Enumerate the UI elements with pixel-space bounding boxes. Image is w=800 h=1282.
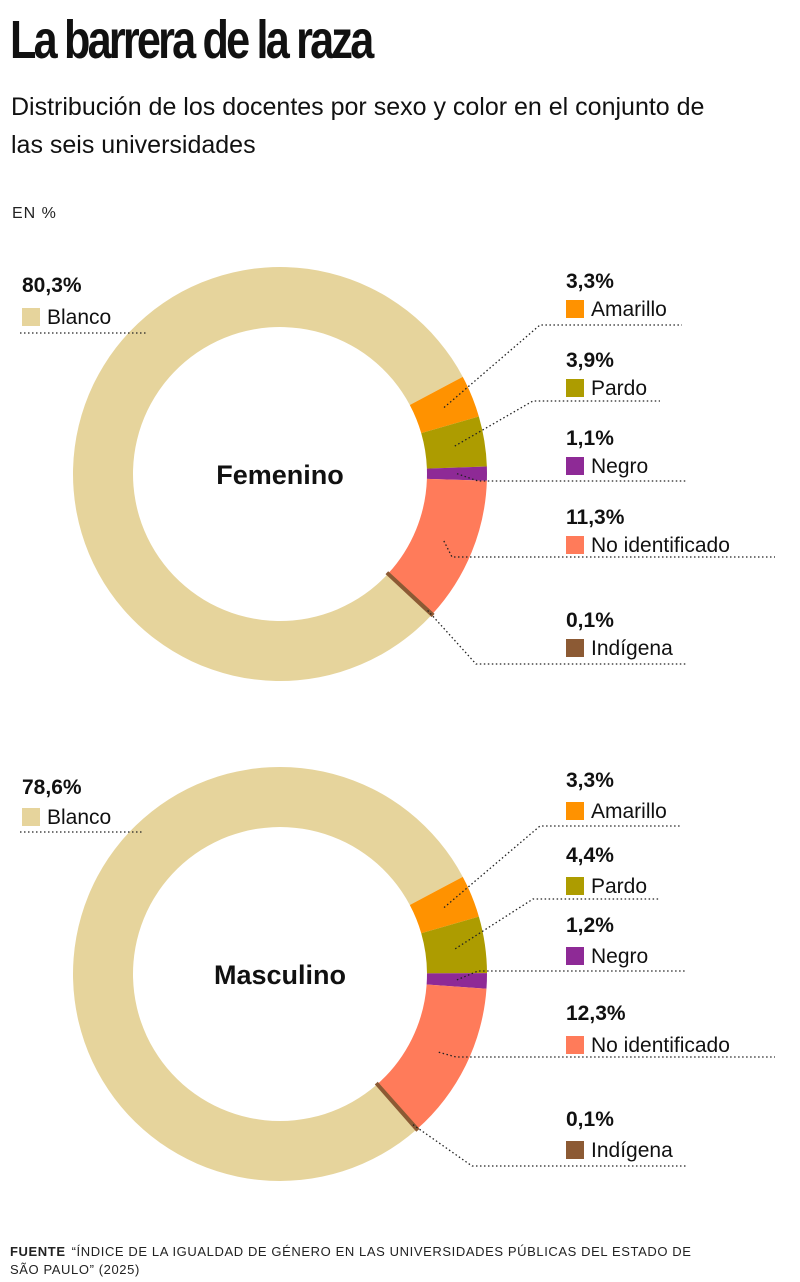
category-label: Amarillo <box>591 800 667 823</box>
label-pardo: 4,4% Pardo <box>454 844 660 950</box>
label-negro: 1,2% Negro <box>456 914 687 981</box>
category-label: Amarillo <box>591 298 667 321</box>
leader-line <box>427 609 687 665</box>
chart-subtitle: Distribución de los docentes por sexo y … <box>11 93 705 159</box>
slice-negro <box>426 466 487 481</box>
value-label: 1,1% <box>566 427 614 450</box>
leader-line <box>412 1124 687 1167</box>
category-label: Pardo <box>591 875 647 898</box>
value-label: 3,3% <box>566 270 614 293</box>
legend-swatch <box>566 536 584 554</box>
category-label: Blanco <box>47 806 111 829</box>
category-label: Pardo <box>591 377 647 400</box>
category-label: Indígena <box>591 1139 673 1162</box>
value-label: 0,1% <box>566 1108 614 1131</box>
source-note: FUENTE “ÍNDICE DE LA IGUALDAD DE GÉNERO E… <box>10 1243 710 1279</box>
category-label: Blanco <box>47 306 111 329</box>
category-label: Negro <box>591 455 648 478</box>
slice-blanco <box>72 266 463 681</box>
chart-title: La barrera de la raza <box>10 10 374 70</box>
leader-line <box>443 540 775 558</box>
leader-line <box>443 324 682 409</box>
legend-swatch <box>566 1141 584 1159</box>
center-label: Femenino <box>216 460 344 490</box>
value-label: 3,9% <box>566 349 614 372</box>
legend-swatch <box>566 300 584 318</box>
donut-chart-masculino: Masculino 78,6% Blanco 3,3% Amarillo 4,4% Pard… <box>20 767 775 1181</box>
legend-swatch <box>566 802 584 820</box>
value-label: 3,3% <box>566 769 614 792</box>
source-text: “ÍNDICE DE LA IGUALDAD DE GÉNERO EN LAS … <box>10 1244 692 1277</box>
category-label: Negro <box>591 945 648 968</box>
center-label: Masculino <box>214 960 346 990</box>
value-label: 12,3% <box>566 1002 626 1025</box>
label-amarillo: 3,3% Amarillo <box>443 270 682 409</box>
slice-negro <box>426 973 487 989</box>
legend-swatch <box>22 308 40 326</box>
legend-swatch <box>566 639 584 657</box>
legend-swatch <box>566 379 584 397</box>
slice-no-identificado <box>388 478 487 615</box>
slice-indigena <box>385 571 435 618</box>
label-indigena: 0,1% Indígena <box>412 1108 687 1167</box>
label-pardo: 3,9% Pardo <box>454 349 660 447</box>
label-indigena: 0,1% Indígena <box>427 609 687 665</box>
label-amarillo: 3,3% Amarillo <box>443 769 682 909</box>
slice-amarillo <box>409 376 479 434</box>
donut-chart-femenino: Femenino 80,3% Blanco 3,3% Amarillo 3,9% Pardo… <box>20 266 775 681</box>
slice-amarillo <box>409 876 479 934</box>
category-label: No identificado <box>591 1034 730 1057</box>
slice-blanco <box>73 767 463 1181</box>
source-label: FUENTE <box>10 1244 66 1259</box>
value-label: 11,3% <box>566 506 625 529</box>
value-label: 4,4% <box>566 844 614 867</box>
label-negro: 1,1% Negro <box>456 427 687 482</box>
label-no-identificado: 12,3% No identificado <box>438 1002 775 1058</box>
slice-pardo <box>421 916 487 974</box>
legend-swatch <box>566 877 584 895</box>
unit-label: EN % <box>12 205 57 222</box>
legend-swatch <box>566 947 584 965</box>
category-label: Indígena <box>591 637 673 660</box>
value-label: 1,2% <box>566 914 614 937</box>
label-no-identificado: 11,3% No identificado <box>443 506 775 558</box>
slice-indigena <box>374 1081 420 1132</box>
slice-pardo <box>421 416 487 469</box>
value-label: 80,3% <box>22 274 82 297</box>
leader-line <box>443 825 682 909</box>
leader-line <box>454 400 660 447</box>
value-label: 0,1% <box>566 609 614 632</box>
legend-swatch <box>566 457 584 475</box>
category-label: No identificado <box>591 534 730 557</box>
leader-line <box>456 970 687 981</box>
legend-swatch <box>566 1036 584 1054</box>
leader-line <box>454 898 660 950</box>
value-label: 78,6% <box>22 776 82 799</box>
legend-swatch <box>22 808 40 826</box>
label-blanco: 80,3% Blanco <box>20 274 148 334</box>
slice-no-identificado <box>377 984 487 1129</box>
label-blanco: 78,6% Blanco <box>20 776 144 833</box>
